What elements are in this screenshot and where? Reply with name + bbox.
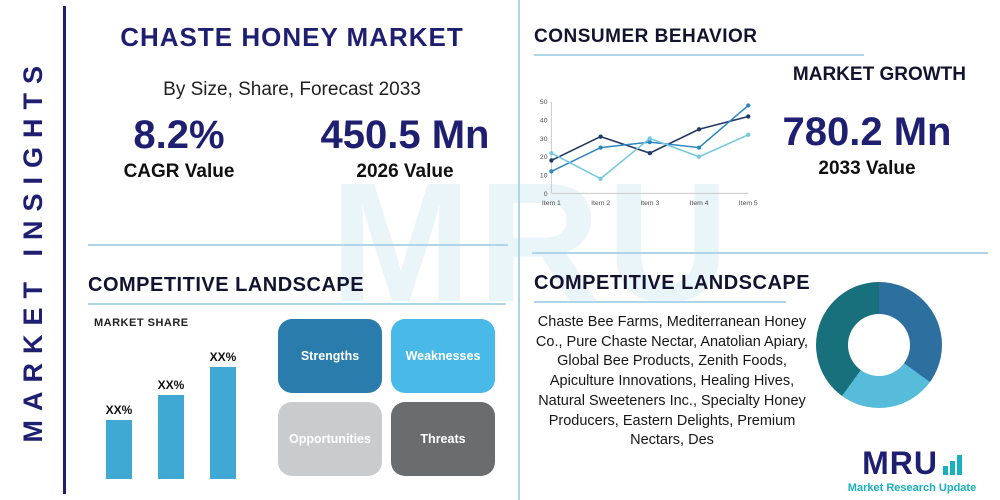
swot-cell: Strengths bbox=[278, 319, 382, 393]
sidebar-divider-line bbox=[63, 6, 66, 494]
horizontal-divider-right bbox=[532, 252, 988, 254]
svg-text:50: 50 bbox=[540, 99, 548, 106]
value-2033-value: 780.2 Mn bbox=[782, 110, 952, 154]
market-share-bar-column: XX% bbox=[208, 333, 238, 479]
swot-cell: Threats bbox=[391, 402, 495, 476]
mru-logo-subtext: Market Research Update bbox=[847, 482, 977, 494]
swot-cell: Weaknesses bbox=[391, 319, 495, 393]
cagr-label: CAGR Value bbox=[123, 161, 235, 182]
mru-logo: MRU Market Research Update bbox=[832, 447, 992, 494]
page-subtitle: By Size, Share, Forecast 2033 bbox=[163, 79, 421, 100]
svg-text:Item 4: Item 4 bbox=[690, 200, 709, 207]
svg-text:0: 0 bbox=[544, 191, 548, 198]
section-consumer-behavior: CONSUMER BEHAVIOR MARKET GROWTH 0 10 20 30 4… bbox=[520, 0, 1000, 252]
vertical-divider bbox=[518, 0, 520, 500]
svg-text:Item 3: Item 3 bbox=[640, 200, 659, 207]
consumer-behavior-title: CONSUMER BEHAVIOR bbox=[534, 26, 758, 47]
donut-chart bbox=[816, 282, 942, 408]
consumer-behavior-underline bbox=[534, 54, 864, 56]
market-share-bar-column: XX% bbox=[104, 333, 134, 479]
market-growth-title: MARKET GROWTH bbox=[792, 64, 966, 85]
section-competitive-landscape-left: COMPETITIVE LANDSCAPE MARKET SHARE XX% XX… bbox=[66, 252, 518, 500]
donut-hole bbox=[848, 314, 910, 376]
bar-value-label: XX% bbox=[209, 350, 237, 364]
line-chart: 0 10 20 30 40 50 Item 1 Item 2 Item 3 Item 4 Item … bbox=[540, 99, 758, 207]
market-share-bars: XX% XX% XX% bbox=[104, 333, 254, 479]
competitive-landscape-left-underline bbox=[88, 303, 506, 305]
value-2026-stat: 450.5 Mn 2026 Value bbox=[292, 113, 518, 183]
competitive-landscape-right-title: COMPETITIVE LANDSCAPE bbox=[534, 272, 811, 294]
cagr-value: 8.2% bbox=[133, 113, 225, 157]
sidebar: MARKET INSIGHTS bbox=[0, 0, 66, 500]
value-2033-stat: 780.2 Mn 2033 Value bbox=[758, 110, 1000, 209]
market-share-block: MARKET SHARE XX% XX% XX% bbox=[94, 317, 254, 479]
market-share-label: MARKET SHARE bbox=[94, 317, 189, 329]
market-share-bar bbox=[210, 367, 236, 479]
section-market-overview: CHASTE HONEY MARKET By Size, Share, Fore… bbox=[66, 0, 518, 244]
swot-grid: Strengths Weaknesses Opportunities Threa… bbox=[278, 319, 495, 479]
bar-value-label: XX% bbox=[105, 403, 133, 417]
sidebar-vertical-label: MARKET INSIGHTS bbox=[17, 57, 48, 443]
stats-row: 8.2% CAGR Value 450.5 Mn 2026 Value bbox=[66, 113, 518, 183]
svg-text:Item 1: Item 1 bbox=[542, 200, 561, 207]
svg-text:20: 20 bbox=[540, 154, 548, 161]
competitive-landscape-left-title: COMPETITIVE LANDSCAPE bbox=[88, 274, 365, 296]
svg-text:10: 10 bbox=[540, 173, 548, 180]
market-growth-content: 0 10 20 30 40 50 Item 1 Item 2 Item 3 Item 4 Item … bbox=[520, 94, 1000, 209]
bar-value-label: XX% bbox=[157, 378, 185, 392]
market-share-bar-column: XX% bbox=[156, 333, 186, 479]
watermark-text: MRU bbox=[330, 148, 736, 338]
value-2026-value: 450.5 Mn bbox=[320, 113, 490, 157]
market-share-bar bbox=[106, 420, 132, 479]
cagr-stat: 8.2% CAGR Value bbox=[66, 113, 292, 183]
svg-text:Item 2: Item 2 bbox=[591, 200, 610, 207]
value-2033-label: 2033 Value bbox=[818, 158, 916, 179]
horizontal-divider-left bbox=[88, 244, 508, 246]
svg-text:40: 40 bbox=[540, 118, 548, 125]
mru-logo-text: MRU bbox=[862, 445, 938, 481]
svg-text:30: 30 bbox=[540, 136, 548, 143]
value-2026-label: 2026 Value bbox=[356, 161, 454, 182]
competitive-landscape-left-content: MARKET SHARE XX% XX% XX% Strengths Weaknes… bbox=[66, 317, 518, 479]
swot-cell: Opportunities bbox=[278, 402, 382, 476]
svg-text:Item 5: Item 5 bbox=[739, 200, 758, 207]
mru-logo-row: MRU bbox=[832, 447, 992, 479]
market-share-bar bbox=[158, 395, 184, 479]
companies-list: Chaste Bee Farms, Mediterranean Honey Co… bbox=[535, 314, 809, 449]
section-competitive-landscape-right: COMPETITIVE LANDSCAPE Chaste Bee Farms, … bbox=[520, 252, 1000, 500]
competitive-landscape-right-underline bbox=[534, 301, 786, 303]
bar-chart-icon bbox=[942, 455, 962, 475]
page-title: CHASTE HONEY MARKET bbox=[120, 22, 464, 52]
